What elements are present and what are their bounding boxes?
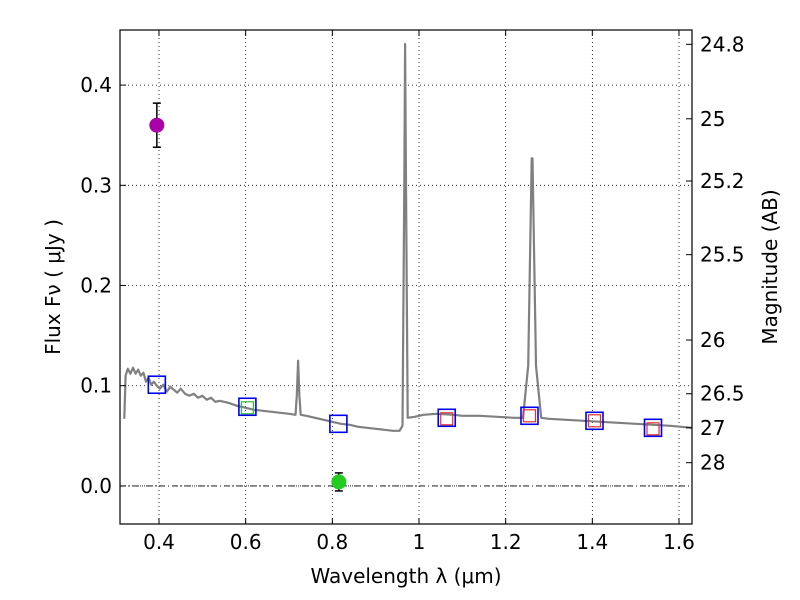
observed-photometry-square bbox=[522, 409, 537, 423]
y2-axis-label: Magnitude (AB) bbox=[758, 189, 782, 344]
x-tick-label: 1.6 bbox=[663, 530, 695, 554]
observed-photometry-square bbox=[240, 401, 254, 415]
model-photometry-square bbox=[585, 411, 604, 431]
x-tick-label: 1 bbox=[413, 530, 426, 554]
model-photometry-square bbox=[329, 414, 348, 434]
observed-photometry-square bbox=[587, 414, 602, 428]
y-tick-label: 0.0 bbox=[80, 474, 112, 498]
model-photometry-square bbox=[643, 418, 663, 438]
mag-tick-label: 25.5 bbox=[700, 243, 745, 267]
plot-frame bbox=[119, 29, 693, 525]
y-axis-label: Flux Fν ( μJy ) bbox=[41, 219, 65, 355]
ticks: 0.4 0.6 0.8 1 1.2 1.4 1.6 0.0 0.1 0.2 0.3 0.4 24.8 25… bbox=[80, 30, 745, 554]
mag-tick-label: 27 bbox=[700, 416, 725, 440]
observed-photometry-square bbox=[440, 412, 454, 426]
model-photometry-square bbox=[147, 375, 167, 395]
x-tick-label: 1.4 bbox=[576, 530, 608, 554]
spectrum-line bbox=[123, 42, 693, 432]
model-photometry-square bbox=[238, 397, 257, 417]
x-tick-label: 1.2 bbox=[490, 530, 522, 554]
grid bbox=[120, 30, 692, 524]
mag-tick-label: 25 bbox=[700, 107, 725, 131]
mag-tick-label: 28 bbox=[700, 451, 725, 475]
mag-tick-label: 26 bbox=[700, 328, 725, 352]
y-tick-label: 0.3 bbox=[80, 173, 112, 197]
model-photometry-square bbox=[520, 406, 539, 426]
y-tick-label: 0.4 bbox=[80, 73, 112, 97]
y-tick-label: 0.2 bbox=[80, 274, 112, 298]
mag-tick-label: 26.5 bbox=[700, 382, 745, 406]
y-tick-label: 0.1 bbox=[80, 374, 112, 398]
observed-photometry-square bbox=[646, 422, 660, 436]
series-layer bbox=[123, 42, 693, 492]
x-axis-label: Wavelength λ (μm) bbox=[310, 564, 501, 588]
model-photometry-square bbox=[437, 408, 457, 428]
mag-tick-label: 24.8 bbox=[700, 32, 745, 56]
x-tick-label: 0.4 bbox=[143, 530, 175, 554]
x-tick-label: 0.8 bbox=[316, 530, 348, 554]
mag-tick-label: 25.2 bbox=[700, 169, 745, 193]
detection-point bbox=[149, 117, 165, 133]
x-tick-label: 0.6 bbox=[230, 530, 262, 554]
detection-point bbox=[331, 474, 347, 490]
